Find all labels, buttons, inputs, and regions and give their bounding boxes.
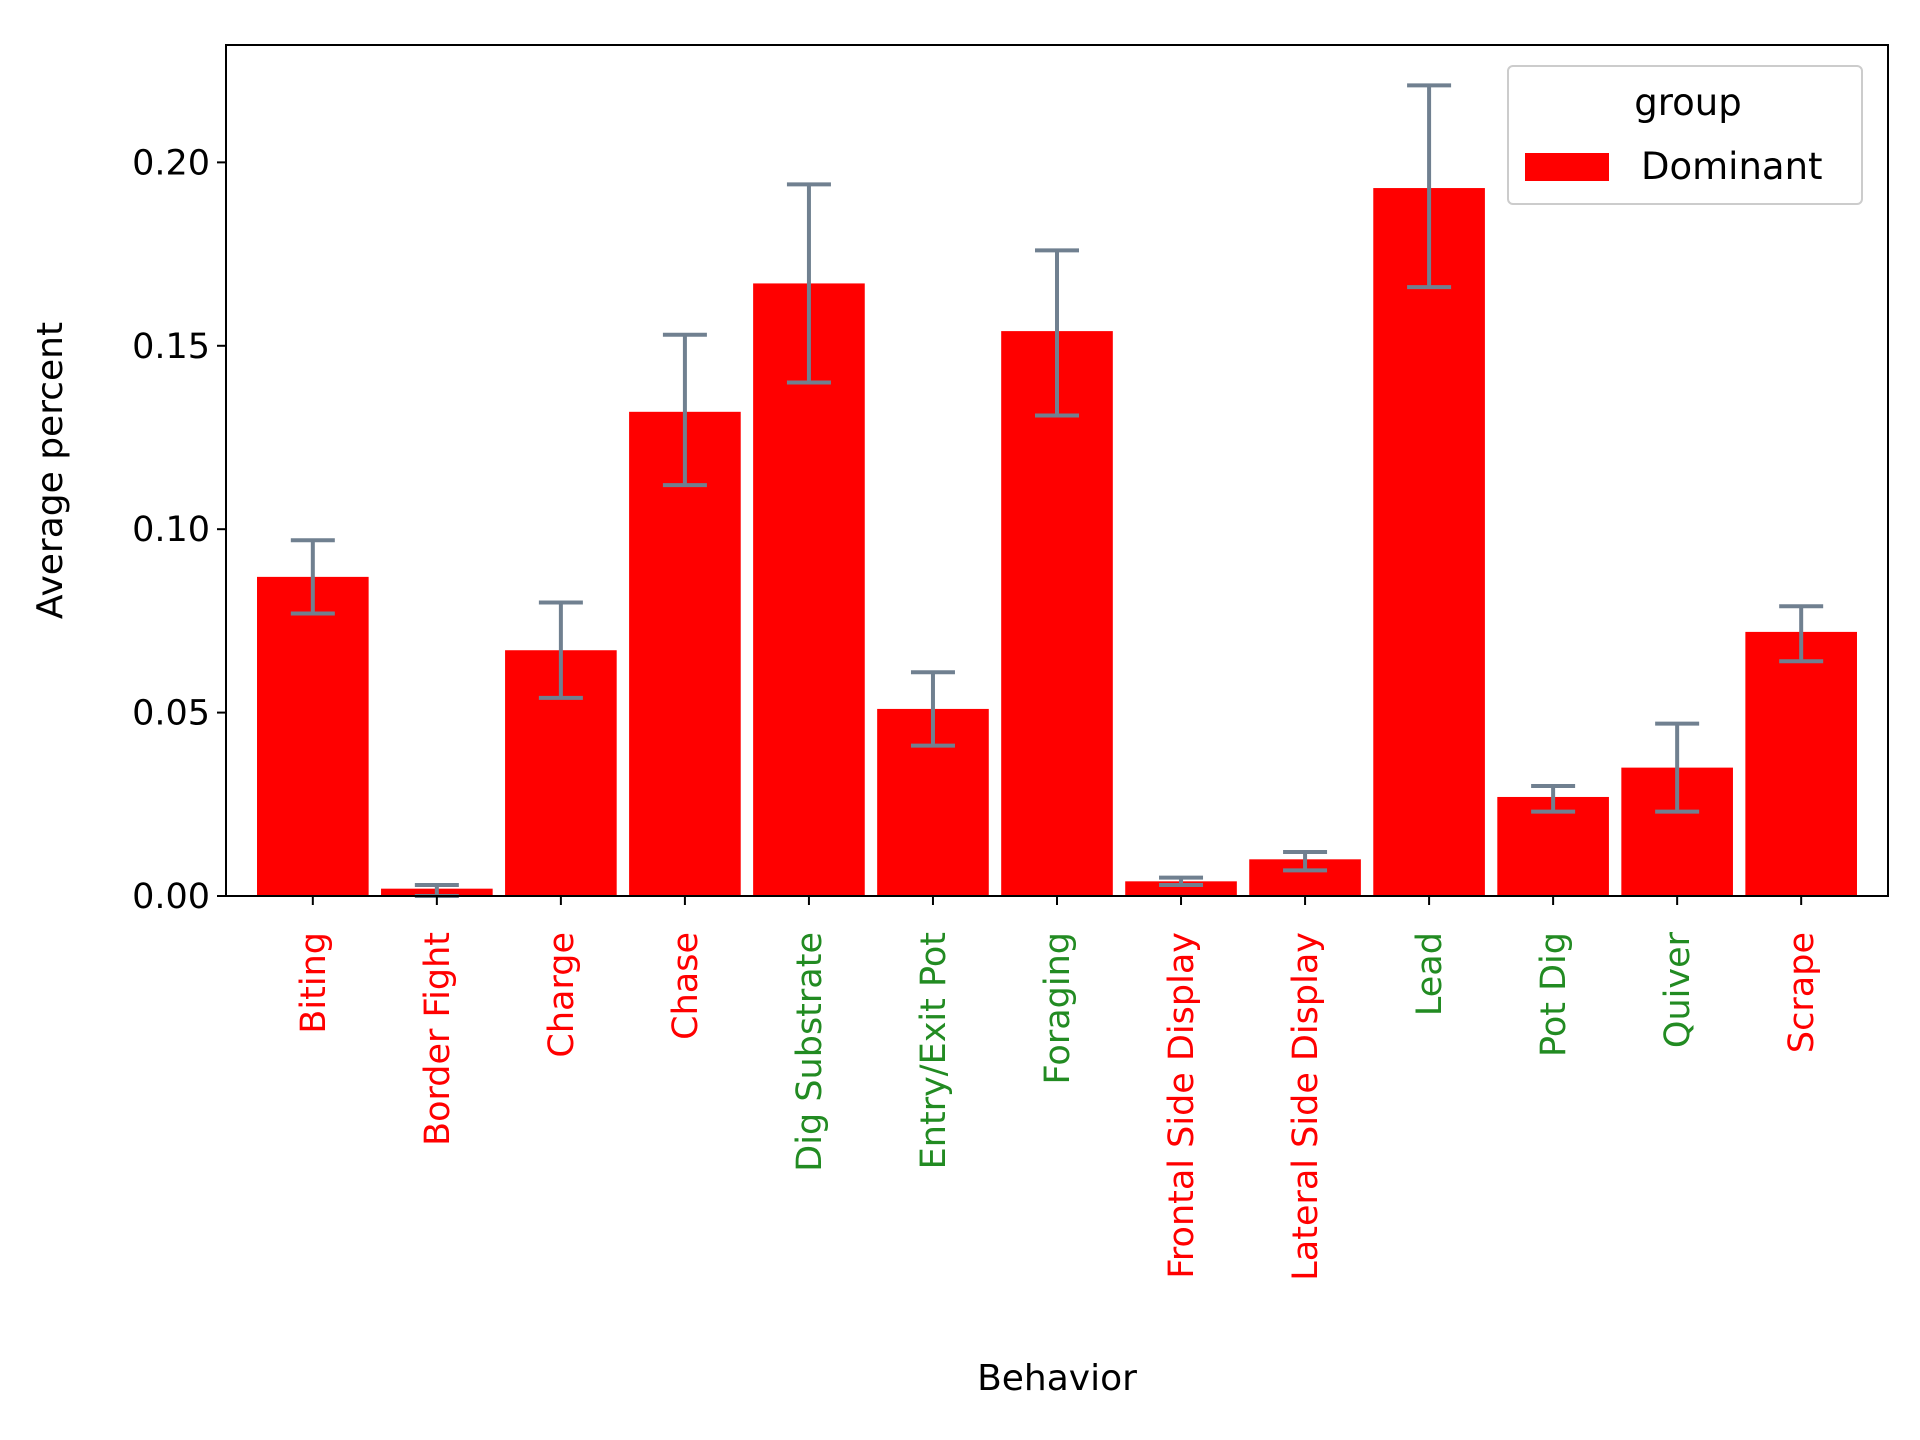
y-axis-ticks: 0.00 0.05 0.10 0.15 0.20 bbox=[132, 143, 226, 917]
legend-title: group bbox=[1634, 81, 1741, 124]
bar-dig-substrate bbox=[753, 283, 865, 896]
error-bar bbox=[1035, 248, 1079, 418]
bar-foraging bbox=[1001, 331, 1113, 896]
x-tick-label: Entry/Exit Pot bbox=[914, 932, 954, 1169]
x-axis-label: Behavior bbox=[977, 1358, 1137, 1399]
x-tick-label: Lateral Side Display bbox=[1286, 932, 1326, 1281]
x-tick-label: Foraging bbox=[1038, 932, 1078, 1084]
x-tick-label: Frontal Side Display bbox=[1162, 932, 1202, 1279]
error-bars-layer bbox=[290, 83, 1824, 898]
bar-lead bbox=[1373, 188, 1485, 896]
x-tick-label: Charge bbox=[542, 932, 582, 1058]
x-axis-ticks: Biting Border Fight Charge Chase Dig Substra… bbox=[294, 896, 1822, 1281]
x-tick-label: Quiver bbox=[1658, 931, 1698, 1048]
bar-scrape bbox=[1745, 631, 1857, 896]
error-bar bbox=[662, 332, 707, 488]
error-bar bbox=[1779, 604, 1824, 664]
bar-frontal-side-display bbox=[1125, 881, 1237, 896]
error-bar bbox=[538, 600, 583, 700]
x-tick-label: Dig Substrate bbox=[790, 932, 830, 1172]
x-tick-label: Lead bbox=[1410, 932, 1450, 1016]
y-tick-label: 0.05 bbox=[132, 694, 210, 734]
y-tick-label: 0.00 bbox=[132, 877, 210, 917]
bar-chase bbox=[629, 411, 741, 896]
error-bar bbox=[786, 182, 831, 385]
y-tick-label: 0.15 bbox=[132, 327, 210, 367]
y-tick-label: 0.20 bbox=[132, 143, 210, 183]
x-tick-label: Scrape bbox=[1782, 932, 1822, 1053]
x-tick-label: Biting bbox=[294, 932, 334, 1034]
error-bar bbox=[1159, 875, 1204, 887]
error-bar bbox=[1283, 849, 1328, 873]
error-bar bbox=[1531, 783, 1576, 814]
bar-biting bbox=[257, 576, 369, 896]
legend-label: Dominant bbox=[1641, 145, 1823, 188]
legend-swatch bbox=[1525, 153, 1609, 181]
x-tick-label: Chase bbox=[666, 932, 706, 1040]
legend: group Dominant bbox=[1507, 65, 1863, 205]
error-bar bbox=[290, 538, 335, 616]
y-axis-label: Average percent bbox=[30, 322, 71, 619]
error-bar bbox=[1407, 83, 1452, 290]
y-tick-label: 0.10 bbox=[132, 510, 210, 550]
error-bar bbox=[910, 670, 955, 748]
x-tick-label: Border Fight bbox=[418, 932, 458, 1146]
error-bar bbox=[1655, 721, 1700, 814]
x-tick-label: Pot Dig bbox=[1534, 932, 1574, 1057]
